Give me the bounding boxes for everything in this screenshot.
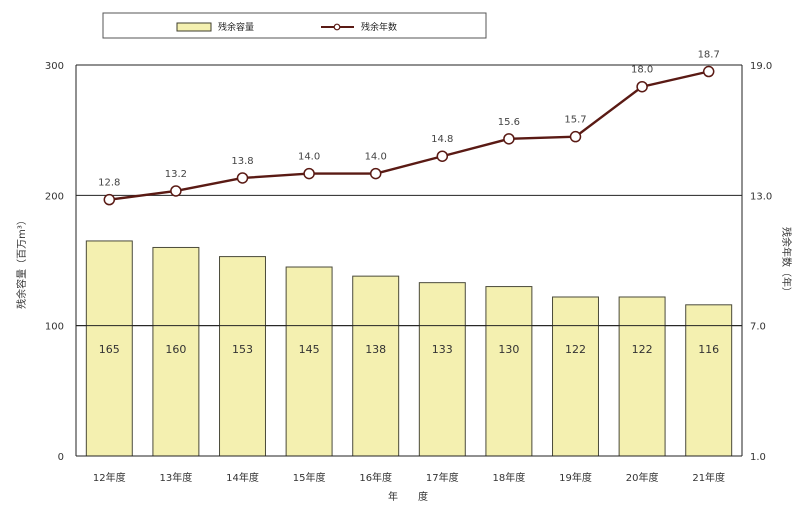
- line-value-label: 15.7: [564, 115, 586, 126]
- bar: [352, 275, 400, 457]
- line-value-label: 12.8: [98, 178, 120, 189]
- y-right-tick-label: 1.0: [750, 452, 766, 463]
- line-value-label: 15.6: [498, 117, 520, 128]
- legend-swatch-bar: [176, 22, 212, 32]
- line-value-label: 18.0: [631, 65, 653, 76]
- bar-value-label: 130: [498, 343, 519, 356]
- y-right-tick-label: 19.0: [750, 61, 772, 72]
- bar: [418, 282, 466, 457]
- y-right-tick-label: 13.0: [750, 191, 772, 202]
- legend-label-line: 残余年数: [361, 21, 397, 33]
- line-marker: [702, 65, 715, 78]
- x-tick-label: 20年度: [626, 471, 659, 484]
- line-value-label: 14.0: [298, 152, 320, 163]
- bar: [685, 304, 733, 457]
- line-marker: [636, 80, 648, 93]
- line-value-label: 14.8: [431, 134, 453, 145]
- x-tick-label: 12年度: [93, 471, 126, 484]
- x-tick-label: 16年度: [359, 471, 392, 484]
- bar-value-label: 160: [165, 343, 186, 356]
- line-marker: [503, 133, 515, 145]
- x-axis-label: 年 度: [388, 490, 428, 503]
- line-marker: [369, 167, 382, 180]
- bar: [485, 286, 533, 457]
- line-marker: [569, 130, 582, 143]
- line-marker: [170, 185, 182, 197]
- x-tick-label: 21年度: [692, 471, 725, 484]
- bar-value-label: 145: [299, 343, 320, 356]
- bar-value-label: 138: [365, 343, 386, 356]
- bar-value-label: 122: [565, 343, 586, 356]
- bar: [618, 296, 666, 457]
- x-tick-label: 13年度: [160, 471, 193, 484]
- line-series: 12.8 13.2 13.8 14.0 14.0 14.8 15.6 15.7 18.0 18.7: [98, 50, 720, 206]
- y-left-tick-label: 200: [45, 191, 64, 202]
- bar-value-label: 122: [632, 343, 653, 356]
- x-tick-label: 15年度: [293, 471, 326, 484]
- bar: [285, 266, 333, 457]
- y-left-axis-label: 残余容量（百万m³）: [15, 215, 28, 309]
- line-marker: [436, 150, 449, 162]
- line-marker: [236, 172, 249, 184]
- x-tick-label: 17年度: [426, 471, 459, 484]
- x-tick-label: 18年度: [493, 471, 526, 484]
- line-value-label: 13.2: [165, 169, 187, 180]
- line-marker: [303, 167, 315, 180]
- x-tick-label: 14年度: [226, 471, 259, 484]
- x-tick-label: 19年度: [559, 471, 592, 484]
- legend-label-bar: 残余容量: [218, 21, 254, 33]
- bar: [219, 256, 266, 457]
- bar-value-label: 153: [232, 343, 253, 356]
- line-value-label: 18.7: [698, 50, 720, 61]
- legend-swatch-marker: [333, 23, 341, 31]
- bar-value-label: 116: [698, 343, 719, 356]
- bar: [552, 296, 599, 457]
- line-value-label: 13.8: [231, 156, 253, 167]
- legend: 残余容量 残余年数: [102, 12, 487, 39]
- line-marker: [103, 193, 116, 206]
- y-right-axis-label: 残余年数（年）: [780, 227, 793, 297]
- bar-value-label: 133: [432, 343, 453, 356]
- y-left-tick-label: 300: [45, 61, 64, 72]
- line-path: [109, 70, 709, 201]
- bar: [85, 240, 133, 457]
- legend-box: [102, 12, 487, 39]
- y-right-tick-label: 7.0: [750, 322, 766, 333]
- y-left-tick-label: 100: [45, 322, 64, 333]
- bar-value-label: 165: [99, 343, 120, 356]
- bar-series: 165 160 153 145 138 133 130 122 122 116: [76, 240, 742, 457]
- axes: 0 100 200 300 1.0 7.0 13.0 19.0 12年度 13年度 14年度 15年度…: [15, 61, 793, 503]
- y-left-tick-label: 0: [58, 452, 64, 463]
- line-value-label: 14.0: [365, 152, 387, 163]
